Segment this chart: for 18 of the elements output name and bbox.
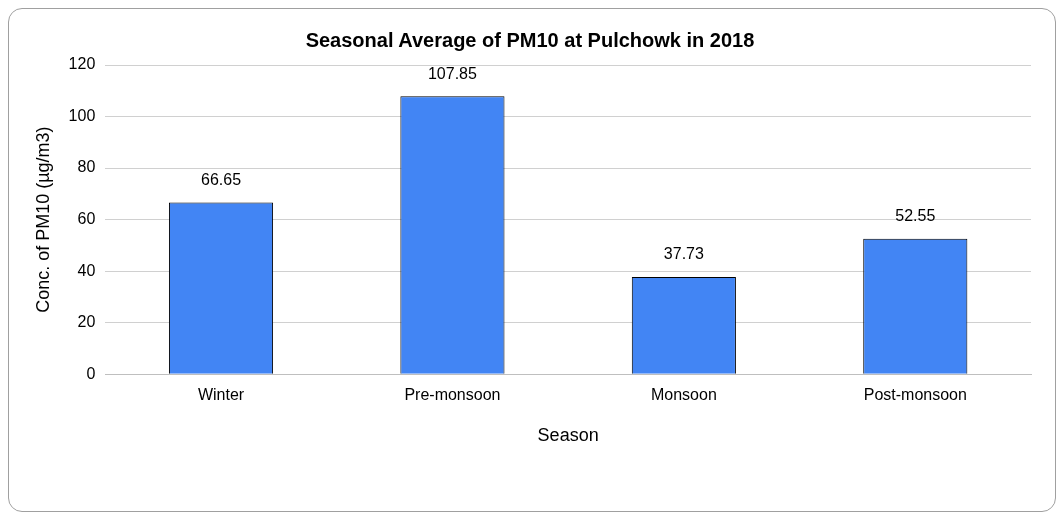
data-label: 107.85 [427,64,477,82]
y-tick-label: 80 [77,158,96,176]
chart-title: Seasonal Average of PM10 at Pulchowk in 2018 [305,28,755,51]
y-tick-label: 120 [68,55,96,73]
y-tick-label: 20 [77,313,96,331]
data-label: 37.73 [663,245,704,263]
x-tick-label: Post-monsoon [863,386,967,404]
x-axis-title: Season [537,425,599,446]
y-tick-label: 60 [77,210,96,228]
x-tick-label: Winter [197,386,245,404]
y-tick-label: 40 [77,261,96,279]
data-label: 66.65 [200,170,242,188]
x-tick-label: Pre-monsoon [404,386,501,404]
y-tick-label: 0 [86,364,96,382]
x-tick-label: Monsoon [650,386,717,404]
y-tick-label: 100 [68,106,96,124]
data-label: 52.55 [895,207,936,225]
y-axis-title: Conc. of PM10 (µg/m3) [32,126,53,313]
